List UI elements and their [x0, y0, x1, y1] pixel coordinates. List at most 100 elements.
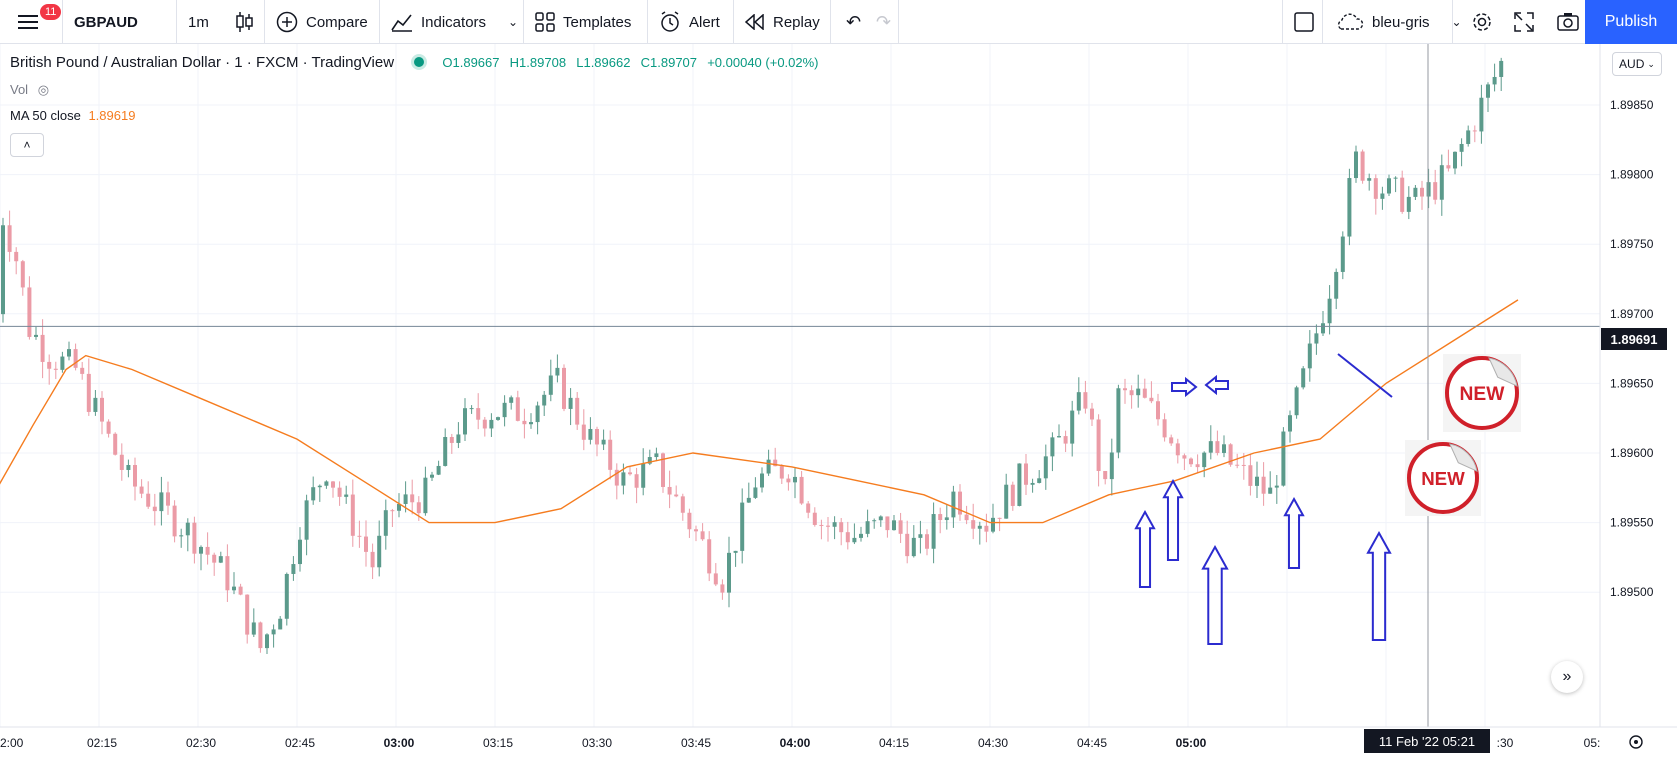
price-chart[interactable]: NEW NEW 1.89500 1.89550 1.89600 1.89650 1.897… [0, 44, 1677, 757]
chevron-down-icon[interactable]: ⌄ [508, 15, 519, 29]
candle-body [694, 529, 698, 532]
candle-body [119, 454, 124, 470]
undo-button[interactable]: ↶ [836, 0, 871, 44]
candle-body [1347, 178, 1352, 237]
candle-body [1288, 415, 1292, 432]
candle-body [548, 375, 553, 395]
fullscreen-button[interactable] [1504, 0, 1544, 44]
candle-body [1050, 437, 1055, 457]
candle-body [845, 532, 850, 543]
candle-body [727, 552, 731, 593]
candle-body [1380, 193, 1385, 199]
candle-body [1017, 463, 1022, 506]
ohlc-open: O1.89667 [442, 55, 500, 70]
candle-body [251, 622, 256, 635]
fullscreen-toggle-button[interactable] [1284, 0, 1324, 44]
up-arrow-annotation [1366, 530, 1392, 641]
candle-body [1189, 458, 1193, 465]
market-status-dot[interactable] [414, 57, 425, 67]
layout-selector-button[interactable]: bleu-gris ⌄ [1324, 0, 1472, 44]
candle-body [595, 428, 599, 445]
chart-type-button[interactable] [224, 0, 264, 44]
candle-body [67, 349, 71, 357]
candle-body [218, 556, 223, 563]
candle-body [1387, 178, 1391, 194]
candle-body [1175, 443, 1180, 456]
candle-body [34, 334, 38, 337]
time-tick-label: 05: [1584, 736, 1601, 750]
sticker-text: NEW [1421, 468, 1465, 489]
candle-body [298, 539, 302, 565]
replay-button[interactable]: Replay [735, 0, 830, 44]
alert-label: Alert [689, 13, 720, 31]
price-scale[interactable] [1600, 44, 1677, 724]
gear-icon [1473, 13, 1491, 31]
candle-body [733, 550, 738, 553]
candle-body [1499, 60, 1504, 77]
candle-body [720, 584, 725, 593]
new-stickers: NEW NEW [1405, 354, 1521, 516]
candle-body [760, 473, 764, 488]
candle-body [106, 421, 111, 434]
sticker-peel [1488, 357, 1518, 387]
volume-label[interactable]: Vol [10, 82, 29, 97]
candle-body [205, 546, 210, 555]
candle-body [265, 634, 269, 649]
compare-button[interactable]: Compare [266, 0, 378, 44]
candle-body [317, 485, 322, 488]
candle-body [1413, 187, 1418, 197]
settings-button[interactable] [1461, 0, 1503, 44]
candle-body [918, 534, 923, 538]
crosshair-time-label: 11 Feb '22 05:21 [1379, 734, 1475, 749]
snapshot-button[interactable] [1547, 0, 1589, 44]
symbol-legend: British Pound / Australian Dollar · 1 · … [10, 54, 819, 71]
candle-body [27, 287, 32, 337]
candle-body [1004, 484, 1009, 519]
legend-collapse-button[interactable]: ˄ [10, 133, 44, 157]
candle-body [905, 533, 910, 557]
candle-body [1248, 465, 1253, 486]
ma-label[interactable]: MA 50 close [10, 108, 81, 123]
menu-button[interactable]: 11 [8, 0, 62, 44]
currency-selector[interactable]: AUD ⌄ [1612, 52, 1662, 76]
templates-button[interactable]: Templates [525, 0, 641, 44]
interval-button[interactable]: 1m [178, 0, 219, 44]
candle-body [7, 225, 12, 252]
templates-grid-icon [535, 12, 555, 32]
candle-body [1255, 476, 1259, 486]
symbol-search-button[interactable]: GBPAUD [64, 0, 174, 44]
candle-body [634, 474, 639, 488]
candle-body [832, 522, 837, 527]
time-tick-label: :30 [1497, 736, 1514, 750]
price-scale-labels: 1.89500 1.89550 1.89600 1.89650 1.89700 1.897… [1610, 98, 1654, 599]
replay-label: Replay [773, 13, 820, 31]
symbol-title[interactable]: British Pound / Australian Dollar · 1 · … [10, 54, 395, 71]
time-scale-settings-button[interactable] [1629, 735, 1643, 749]
toolbar-divider [1282, 0, 1283, 44]
hand-drawn-annotations [1134, 353, 1393, 645]
candle-body [1459, 143, 1464, 152]
alert-button[interactable]: Alert [649, 0, 730, 44]
up-arrow-annotation [1134, 509, 1156, 588]
publish-button[interactable]: Publish [1585, 0, 1677, 44]
redo-button[interactable]: ↷ [866, 0, 901, 44]
candle-body [1222, 444, 1226, 453]
candle-body [410, 494, 415, 503]
toolbar-divider [898, 0, 899, 44]
price-tick-label: 1.89500 [1610, 585, 1654, 599]
price-tick-label: 1.89700 [1610, 307, 1654, 321]
toolbar-divider [647, 0, 648, 44]
eye-hidden-icon[interactable]: ◎ [37, 82, 50, 97]
candle-body [185, 522, 190, 536]
candle-body [86, 373, 91, 412]
symbol-label: GBPAUD [74, 13, 138, 31]
indicators-button[interactable]: Indicators ⌄ [381, 0, 528, 44]
candle-body [859, 533, 863, 538]
chevron-down-icon: ⌄ [1451, 15, 1462, 29]
candle-body [1149, 397, 1154, 402]
scroll-to-realtime-button[interactable]: » [1551, 661, 1583, 693]
time-tick-label: 2:00 [0, 736, 24, 750]
candle-body [1024, 463, 1028, 485]
candle-body [245, 594, 250, 635]
candle-body [304, 500, 309, 540]
